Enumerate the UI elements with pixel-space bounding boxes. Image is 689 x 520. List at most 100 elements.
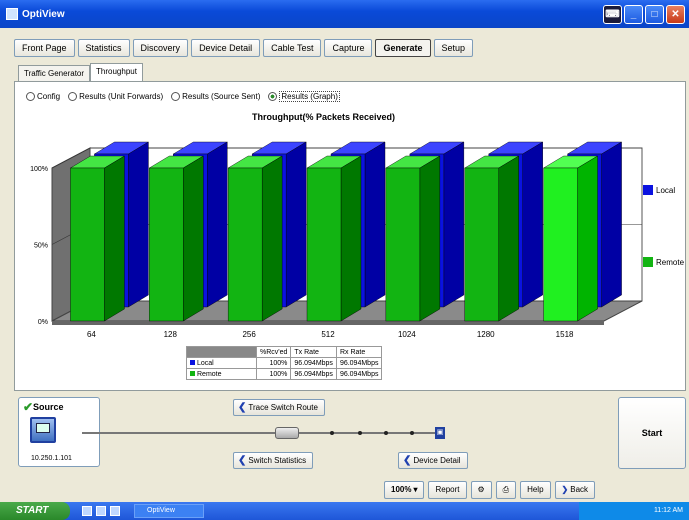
window-titlebar: OptiView ⌨ _ □ ✕: [0, 0, 689, 28]
back-button[interactable]: ❯ Back: [554, 481, 596, 499]
bar-local-side: [364, 141, 386, 308]
minimize-button[interactable]: _: [624, 5, 643, 24]
table-cell: Local: [186, 357, 257, 369]
arrow-left-icon: ❮: [403, 455, 412, 466]
nav-cable-test-button[interactable]: Cable Test: [263, 39, 322, 57]
trace-switch-route-button[interactable]: ❮ Trace Switch Route: [233, 399, 325, 416]
nav-statistics-button[interactable]: Statistics: [77, 39, 130, 57]
check-icon: ✔: [23, 400, 34, 414]
nav-front-page-button[interactable]: Front Page: [14, 39, 75, 57]
settings-button[interactable]: ⚙: [470, 481, 492, 499]
chevron-down-icon: ▾: [413, 485, 418, 494]
bar-remote: [543, 167, 578, 322]
x-tick-label: 1024: [398, 330, 416, 339]
x-tick-label: 1518: [556, 330, 574, 339]
legend-swatch: [643, 185, 653, 195]
nav-setup-button[interactable]: Setup: [433, 39, 474, 57]
help-button[interactable]: Help: [520, 481, 551, 499]
table-cell: 100%: [255, 357, 292, 369]
keyboard-icon[interactable]: ⌨: [603, 5, 622, 24]
trace-label: Trace Switch Route: [248, 403, 318, 412]
x-tick-label: 1280: [477, 330, 495, 339]
window-controls: ⌨ _ □ ✕: [603, 5, 685, 24]
tab-throughput[interactable]: Throughput: [90, 63, 143, 81]
start-button[interactable]: Start: [618, 397, 686, 469]
radio-label: Results (Unit Forwards): [79, 92, 164, 101]
table-cell: Remote: [186, 368, 257, 380]
destination-icon[interactable]: ▣: [435, 427, 445, 439]
device-detail-button[interactable]: ❮ Device Detail: [398, 452, 468, 469]
device-detail-label: Device Detail: [413, 456, 461, 465]
table-row: Remote 100% 96.094Mbps 96.094Mbps: [186, 368, 383, 380]
zoom-select[interactable]: 100% ▾: [384, 481, 425, 499]
bottom-toolbar: 100% ▾ Report ⚙ ⎙ Help ❯ Back: [384, 481, 596, 499]
radio-option[interactable]: Results (Graph): [268, 91, 340, 102]
bar-remote-side: [340, 155, 362, 322]
legend-swatch: [643, 257, 653, 267]
switch-statistics-button[interactable]: ❮ Switch Statistics: [233, 452, 314, 469]
taskbar-item[interactable]: OptiView: [134, 504, 204, 518]
series-name: Local: [197, 359, 214, 367]
radio-dot[interactable]: [26, 92, 35, 101]
bar-remote: [149, 167, 184, 322]
nav-device-detail-button[interactable]: Device Detail: [191, 39, 261, 57]
route-hop: [330, 431, 334, 435]
system-tray: 11:12 AM: [579, 502, 689, 520]
clock: 11:12 AM: [653, 507, 683, 514]
device-icon[interactable]: [30, 417, 56, 443]
printer-icon: ⎙: [502, 485, 510, 494]
report-button[interactable]: Report: [428, 481, 467, 499]
source-ip: 10.250.1.101: [31, 455, 72, 462]
radio-dot[interactable]: [171, 92, 181, 101]
table-header-cell: Rx Rate: [335, 346, 383, 358]
bar-remote: [464, 167, 499, 322]
nav-discovery-button[interactable]: Discovery: [132, 39, 189, 57]
chart-title: Throughput(% Packets Received): [252, 112, 396, 122]
throughput-chart: 64 128 256 512 1024 1280 1518 0% 50% 100%: [30, 141, 643, 339]
arrow-back-icon: ❯: [561, 485, 569, 494]
bar-local-side: [285, 141, 307, 308]
table-row: Local 100% 96.094Mbps 96.094Mbps: [186, 357, 383, 369]
table-header-row: %Rcv'ed Tx Rate Rx Rate: [186, 346, 383, 358]
table-header-cell: %Rcv'ed: [255, 346, 292, 358]
taskbar: START OptiView 11:12 AM: [0, 502, 689, 520]
close-button[interactable]: ✕: [666, 5, 685, 24]
app-icon: [6, 8, 18, 20]
print-button[interactable]: ⎙: [495, 481, 517, 499]
nav-generate-button[interactable]: Generate: [375, 39, 431, 57]
view-radio-group: Config Results (Unit Forwards) Results (So…: [26, 91, 340, 102]
zoom-value: 100%: [391, 485, 412, 494]
series-name: Remote: [197, 370, 222, 378]
radio-option[interactable]: Config: [26, 92, 60, 101]
quick-launch-icon[interactable]: [82, 506, 92, 516]
radio-dot[interactable]: [268, 92, 278, 101]
bar-remote-side: [104, 155, 125, 322]
bar-local-side: [443, 141, 465, 308]
table-header-cell: Tx Rate: [290, 346, 337, 358]
quick-launch: [82, 506, 120, 516]
radio-dot[interactable]: [68, 92, 78, 101]
start-menu-button[interactable]: START: [0, 502, 70, 520]
arrow-left-icon: ❮: [238, 402, 247, 413]
radio-option[interactable]: Results (Source Sent): [171, 92, 260, 101]
nav-capture-button[interactable]: Capture: [324, 39, 373, 57]
radio-label: Config: [37, 92, 61, 101]
legend-item: Remote: [643, 257, 684, 267]
chart-base: [52, 321, 604, 325]
quick-launch-icon[interactable]: [96, 506, 106, 516]
radio-option[interactable]: Results (Unit Forwards): [68, 92, 163, 101]
legend-item: Local: [643, 185, 675, 195]
bar-remote-side: [577, 155, 598, 322]
table-cell: 100%: [255, 368, 292, 380]
bar-local-side: [522, 141, 543, 308]
quick-launch-icon[interactable]: [110, 506, 120, 516]
y-tick-label: 100%: [30, 166, 48, 173]
bar-remote: [227, 167, 263, 322]
bar-local-side: [207, 141, 228, 308]
switch-stats-label: Switch Statistics: [248, 456, 307, 465]
tab-traffic-generator[interactable]: Traffic Generator: [18, 65, 91, 81]
maximize-button[interactable]: □: [645, 5, 664, 24]
table-cell: 96.094Mbps: [290, 368, 337, 380]
legend-label: Local: [656, 185, 676, 195]
route-slider-handle[interactable]: [275, 427, 300, 439]
